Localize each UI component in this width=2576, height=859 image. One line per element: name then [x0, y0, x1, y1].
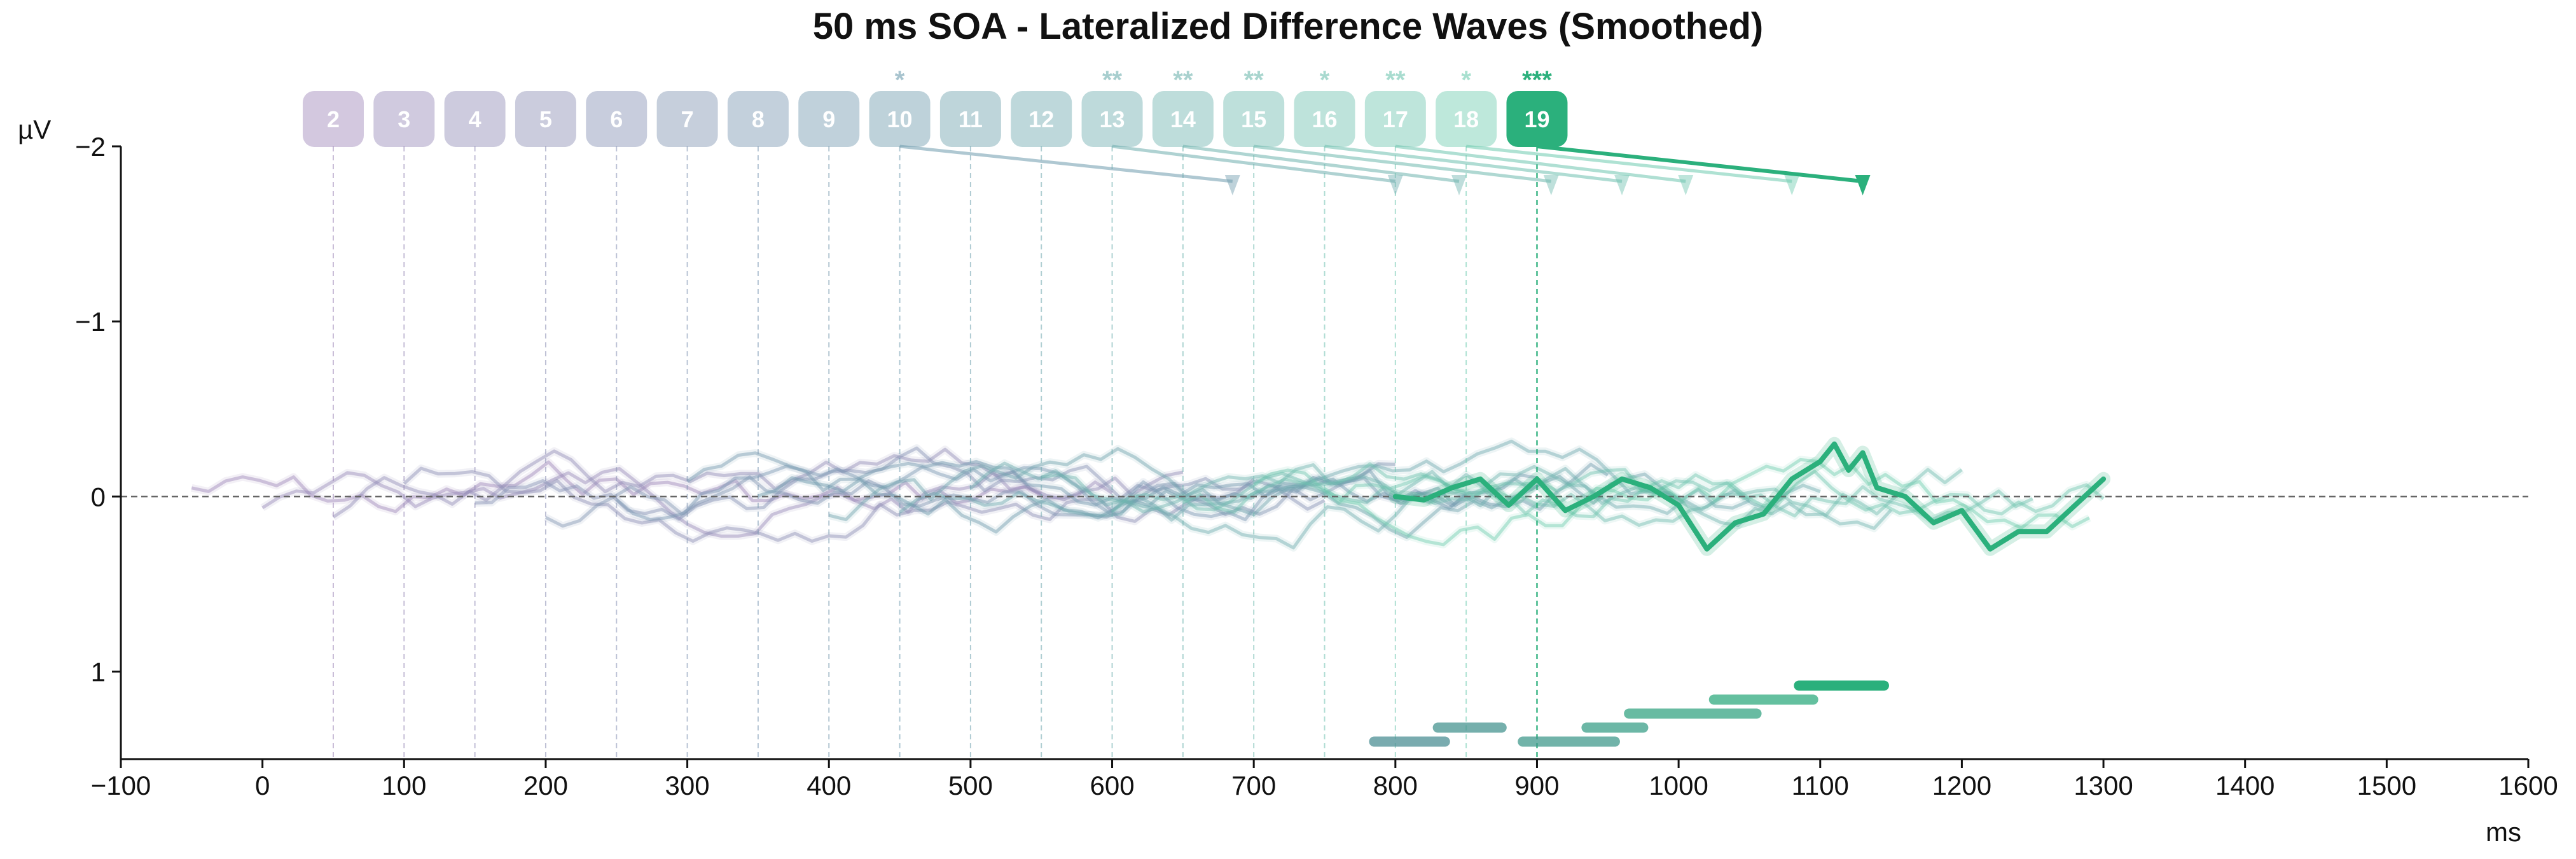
onset-badge-label-10: 10: [887, 106, 913, 132]
onset-badge-label-19: 19: [1524, 106, 1549, 132]
sig-marker-17: **: [1385, 66, 1406, 94]
onset-badge-13: [1081, 91, 1143, 147]
sig-marker-16: *: [1320, 66, 1330, 94]
x-tick-label: 100: [382, 771, 426, 800]
axes: −100 0 100 200 300 400 500 600 700 800 900 1000 1100…: [75, 132, 2558, 800]
latency-arrow-17: [1395, 144, 1686, 183]
x-tick-label: 1300: [2074, 771, 2133, 800]
onset-badge-15: [1223, 91, 1285, 147]
y-tick-label: −2: [75, 132, 106, 162]
latency-arrow-15: [1253, 144, 1552, 183]
x-tick-label: 1200: [1932, 771, 1991, 800]
latency-arrow-18: [1465, 144, 1792, 183]
latency-arrow-14: [1182, 144, 1460, 183]
sig-marker-10: *: [895, 66, 905, 94]
onset-badge-label-14: 14: [1170, 106, 1196, 132]
x-tick-label: 300: [665, 771, 710, 800]
arrowhead-13: [1387, 175, 1403, 196]
x-tick-label: 700: [1231, 771, 1276, 800]
onset-badge-11: [939, 91, 1001, 147]
arrowhead-15: [1543, 175, 1559, 196]
y-tick-label: 0: [91, 482, 106, 512]
onset-badge-5: [515, 91, 576, 147]
arrowhead-17: [1678, 175, 1694, 196]
series-line-19: [1392, 441, 2107, 552]
arrowhead-18: [1784, 175, 1800, 196]
onset-guides: [332, 146, 1538, 759]
onset-badge-label-3: 3: [398, 106, 410, 132]
arrowhead-10: [1224, 175, 1240, 196]
x-tick-label: 0: [255, 771, 270, 800]
latency-arrow-13: [1112, 144, 1396, 183]
significance-bars: [1369, 680, 1889, 747]
onset-badge-6: [586, 91, 647, 147]
onset-badge-9: [798, 91, 860, 147]
x-tick-label: 1600: [2498, 771, 2558, 800]
trace-band-18: [1322, 456, 2091, 548]
y-axis-label: µV: [18, 115, 51, 144]
onset-badge-label-12: 12: [1028, 106, 1054, 132]
onset-badge-18: [1436, 91, 1497, 147]
x-tick-label: 1400: [2215, 771, 2275, 800]
onset-badge-17: [1364, 91, 1426, 147]
onset-badge-16: [1294, 91, 1355, 147]
onset-badge-label-18: 18: [1453, 106, 1479, 132]
onset-badge-label-7: 7: [681, 106, 694, 132]
onset-badge-label-11: 11: [959, 106, 983, 132]
onset-badges: 2 3 4 5 6 7 8 9 10 * 11 12 13 ** 14 ** 15 ** 16 * 17 ** 18 * 19 *…: [302, 66, 1568, 147]
x-tick-label: 200: [523, 771, 568, 800]
arrowhead-16: [1614, 175, 1630, 196]
onset-badge-14: [1152, 91, 1214, 147]
onset-badge-label-6: 6: [610, 106, 623, 132]
onset-badge-8: [727, 91, 789, 147]
x-tick-label: 1500: [2357, 771, 2416, 800]
trace-band-16: [1181, 460, 2035, 524]
x-tick-label: 800: [1373, 771, 1418, 800]
onset-badge-label-4: 4: [469, 106, 481, 132]
arrowhead-19: [1855, 175, 1871, 196]
sig-marker-15: **: [1244, 66, 1264, 94]
onset-badge-label-5: 5: [539, 106, 552, 132]
y-tick-label: 1: [91, 657, 106, 687]
onset-badge-label-2: 2: [327, 106, 340, 132]
onset-badge-3: [373, 91, 435, 147]
latency-arrow-16: [1324, 144, 1623, 183]
sig-marker-14: **: [1173, 66, 1193, 94]
trace-18: [1324, 457, 2090, 547]
onset-badge-label-15: 15: [1241, 106, 1266, 132]
x-tick-label: 1100: [1792, 771, 1849, 800]
y-tick-label: −1: [75, 307, 106, 337]
onset-badge-19: [1506, 91, 1568, 147]
arrowhead-14: [1451, 175, 1467, 196]
onset-badge-label-17: 17: [1383, 106, 1408, 132]
x-tick-label: 500: [948, 771, 993, 800]
onset-badge-label-8: 8: [752, 106, 765, 132]
onset-badge-7: [656, 91, 718, 147]
onset-badge-label-16: 16: [1312, 106, 1337, 132]
onset-badge-10: [869, 91, 931, 147]
trace-16: [1182, 462, 2033, 522]
onset-badge-12: [1011, 91, 1072, 147]
x-tick-label: 400: [807, 771, 851, 800]
series-lines: [1388, 436, 2111, 556]
onset-badge-2: [302, 91, 364, 147]
x-tick-label: 1000: [1649, 771, 1708, 800]
sig-marker-18: *: [1461, 66, 1471, 94]
latency-arrow-10: [899, 144, 1233, 183]
x-tick-label: −100: [91, 771, 151, 800]
sig-marker-19: ***: [1522, 66, 1552, 94]
x-tick-label: 600: [1090, 771, 1134, 800]
onset-badge-label-13: 13: [1100, 106, 1125, 132]
chart-title: 50 ms SOA - Lateralized Difference Waves…: [812, 6, 1764, 47]
onset-badge-label-9: 9: [822, 106, 835, 132]
latency-arrows: [899, 144, 1871, 196]
onset-badge-4: [444, 91, 506, 147]
x-tick-label: 900: [1514, 771, 1559, 800]
latency-arrow-19: [1537, 144, 1863, 184]
sig-marker-13: **: [1102, 66, 1123, 94]
x-axis-label: ms: [2486, 817, 2521, 847]
